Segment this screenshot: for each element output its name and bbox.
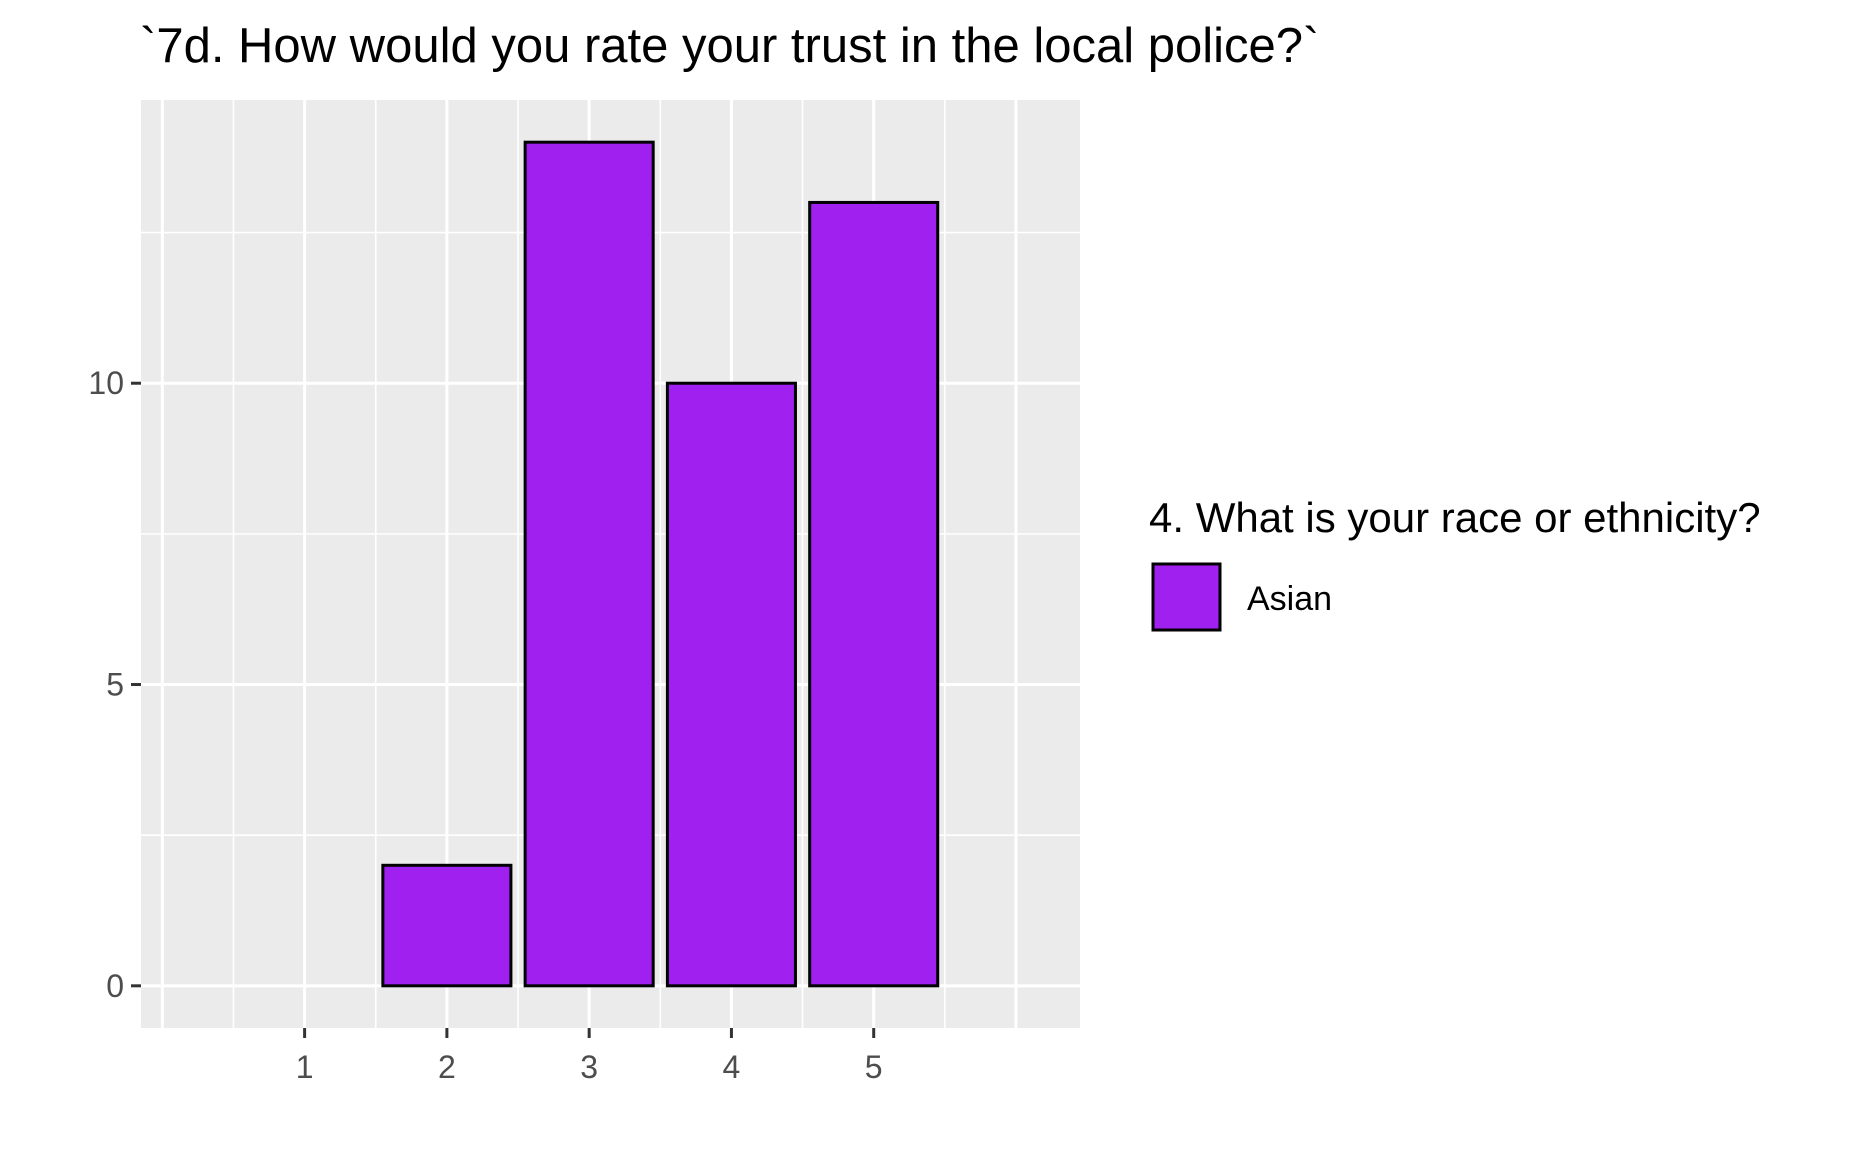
bars	[381, 140, 940, 988]
legend-key-asian	[1151, 562, 1222, 632]
bar-4	[665, 381, 797, 988]
y-axis: 0 5 10	[88, 365, 141, 1004]
x-tick-label: 4	[723, 1049, 741, 1085]
bar-3	[523, 140, 655, 988]
x-tick-label: 2	[438, 1049, 456, 1085]
legend: 4. What is your race or ethnicity? Asian	[1149, 494, 1761, 632]
y-tick-label: 0	[106, 968, 124, 1004]
legend-label-asian: Asian	[1247, 580, 1332, 618]
y-tick-label: 5	[106, 667, 124, 703]
chart-title: `7d. How would you rate your trust in th…	[140, 19, 1319, 73]
bar-2	[381, 863, 513, 988]
bar-5	[808, 200, 940, 988]
legend-title: 4. What is your race or ethnicity?	[1149, 494, 1761, 541]
x-tick-label: 5	[865, 1049, 883, 1085]
x-axis: 1 2 3 4 5	[296, 1028, 883, 1085]
y-tick-label: 10	[88, 365, 124, 401]
x-tick-label: 3	[580, 1049, 598, 1085]
x-tick-label: 1	[296, 1049, 314, 1085]
